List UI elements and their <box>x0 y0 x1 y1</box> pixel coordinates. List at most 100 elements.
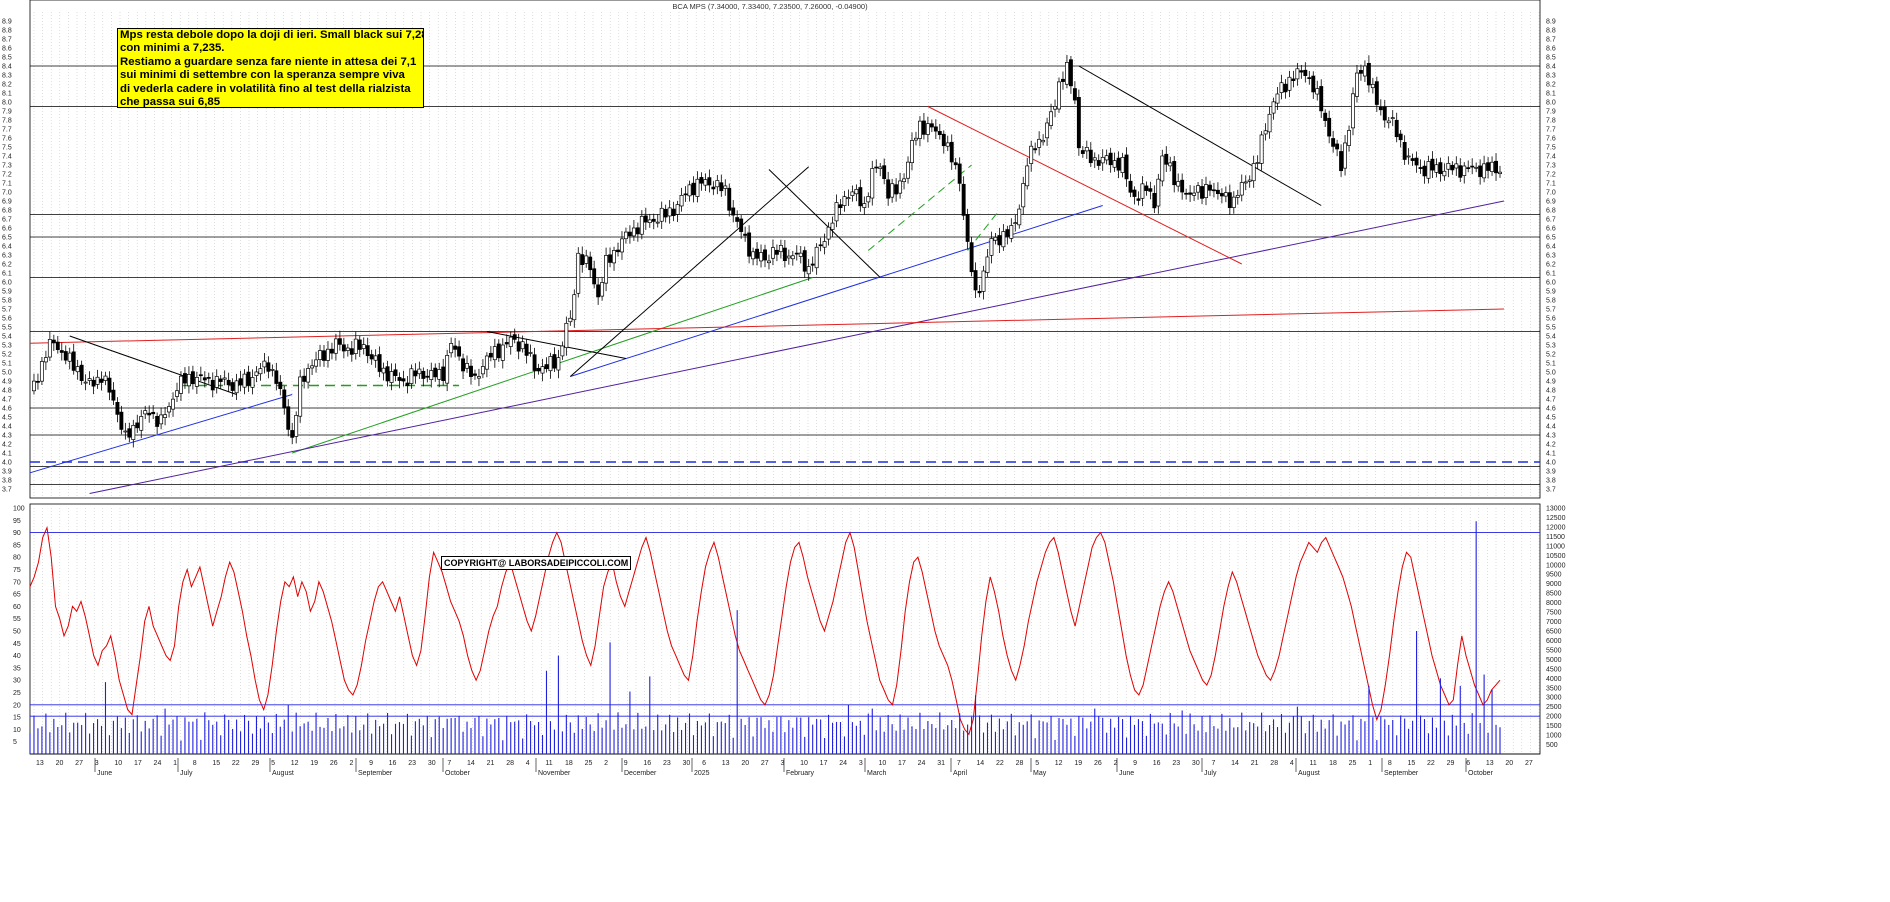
candle-body <box>580 254 585 266</box>
x-day-label: 7 <box>447 760 451 767</box>
price-tick-label: 6.9 <box>1546 199 1556 206</box>
price-tick-label-left: 4.4 <box>2 424 12 431</box>
candle-body <box>1351 93 1355 129</box>
candle-body <box>353 338 358 354</box>
price-tick-label: 5.8 <box>1546 298 1556 305</box>
candle-body <box>1430 158 1435 171</box>
candle-body <box>1156 178 1161 207</box>
candle-body <box>1370 83 1375 89</box>
x-day-label: 18 <box>565 760 573 767</box>
candle-body <box>75 366 80 373</box>
candle-body <box>1120 156 1125 173</box>
price-tick-label: 8.6 <box>1546 46 1556 53</box>
candle-body <box>933 126 938 132</box>
candle-body <box>846 197 851 200</box>
candle-body <box>739 218 744 232</box>
price-tick-label: 8.5 <box>1546 55 1556 62</box>
trendline <box>569 166 810 377</box>
candle-body <box>929 123 934 128</box>
price-tick-label-left: 4.9 <box>2 379 12 386</box>
candle-body <box>175 390 179 397</box>
candle-body <box>480 366 485 375</box>
candle-body <box>445 355 450 384</box>
x-day-label: 24 <box>839 760 847 767</box>
candle-body <box>906 161 910 179</box>
rsi-tick-label: 80 <box>13 555 21 562</box>
volume-tick-label: 11500 <box>1546 534 1565 541</box>
volume-tick-label: 8000 <box>1546 600 1562 607</box>
candle-body <box>715 180 720 188</box>
candle-body <box>659 207 664 222</box>
candle-body <box>290 430 295 438</box>
candle-body <box>298 376 303 417</box>
candle-body <box>1219 193 1224 197</box>
x-day-label: 8 <box>193 760 197 767</box>
candle-body <box>1490 161 1495 172</box>
x-day-label: 28 <box>1016 760 1024 767</box>
candle-body <box>322 350 326 361</box>
price-tick-label-left: 4.7 <box>2 397 12 404</box>
price-tick-label-left: 7.9 <box>2 109 12 116</box>
candle-body <box>1466 167 1471 169</box>
candle-body <box>1200 186 1204 199</box>
candle-body <box>429 370 434 380</box>
trendline <box>570 205 1103 377</box>
candle-body <box>1227 192 1232 209</box>
candle-body <box>687 184 692 197</box>
candle-body <box>111 389 116 401</box>
candle-body <box>1180 179 1185 193</box>
price-tick-label: 4.1 <box>1546 451 1556 458</box>
price-tick-label-left: 8.4 <box>2 64 12 71</box>
candle-body <box>1303 69 1308 76</box>
candle-body <box>206 377 211 379</box>
volume-tick-label: 2000 <box>1546 714 1562 721</box>
candle-body <box>1235 195 1240 198</box>
candle-body <box>345 347 350 351</box>
candle-body <box>1478 165 1483 177</box>
candles <box>32 55 1502 448</box>
x-day-label: 1 <box>1368 760 1372 767</box>
price-tick-label-left: 6.0 <box>2 280 12 287</box>
x-day-label: 8 <box>1388 760 1392 767</box>
candle-body <box>425 375 430 378</box>
candle-body <box>341 344 346 352</box>
rsi-tick-label: 100 <box>13 506 25 513</box>
price-tick-label-left: 7.0 <box>2 190 12 197</box>
x-day-label: 20 <box>741 760 749 767</box>
x-day-label: 16 <box>643 760 651 767</box>
grid <box>33 12 1540 754</box>
x-month-label: July <box>180 770 193 777</box>
candle-body <box>866 196 871 203</box>
analysis-note-line: che passa sui 6,85 <box>120 96 221 108</box>
candle-body <box>556 357 561 371</box>
candle-body <box>1192 192 1197 196</box>
volume-tick-label: 500 <box>1546 742 1558 749</box>
candle-body <box>977 290 982 294</box>
candle-body <box>1160 155 1165 182</box>
candle-body <box>683 193 688 196</box>
candle-body <box>1128 180 1133 193</box>
candle-body <box>1092 157 1097 161</box>
candle-body <box>1362 65 1367 77</box>
price-tick-label: 7.9 <box>1546 109 1556 116</box>
x-day-label: 23 <box>663 760 671 767</box>
price-tick-label-left: 6.2 <box>2 262 12 269</box>
candle-body <box>735 217 740 222</box>
candle-body <box>1414 157 1419 166</box>
candle-body <box>1064 62 1069 85</box>
candle-body <box>43 357 48 363</box>
candle-body <box>989 238 994 256</box>
candle-body <box>103 375 108 381</box>
price-tick-label-left: 4.1 <box>2 451 12 458</box>
candle-body <box>262 360 267 368</box>
x-day-label: 17 <box>134 760 142 767</box>
candle-body <box>1398 133 1403 141</box>
candle-body <box>39 361 44 382</box>
volume-tick-label: 10000 <box>1546 562 1566 569</box>
candle-body <box>246 371 251 386</box>
candle-body <box>59 350 64 353</box>
x-day-label: 30 <box>683 760 691 767</box>
candle-body <box>667 207 672 217</box>
candle-body <box>258 368 263 375</box>
candle-body <box>568 317 573 323</box>
